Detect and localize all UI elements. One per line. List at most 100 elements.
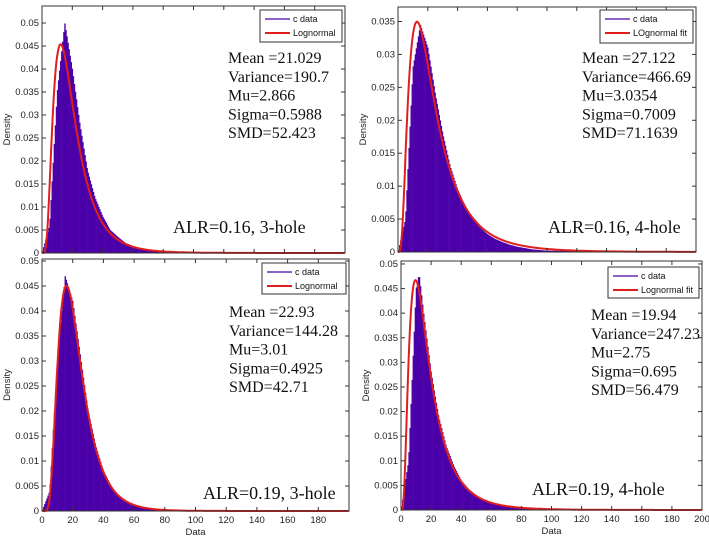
histogram-bar <box>63 31 65 253</box>
histogram-bar <box>517 507 520 510</box>
histogram-bar <box>75 99 78 253</box>
histogram-bar <box>490 236 493 252</box>
histogram-bar <box>458 477 461 510</box>
histogram-bar <box>136 247 138 253</box>
histogram-bar <box>515 246 518 252</box>
histogram-bar <box>413 331 415 510</box>
histogram-bar <box>111 232 114 253</box>
stat-annotation: Mu=2.866 <box>228 88 295 105</box>
histogram-bar <box>489 236 492 252</box>
stat-annotation: Mu=3.01 <box>229 342 288 359</box>
histogram-bar <box>426 338 428 510</box>
histogram-bar <box>450 167 452 252</box>
histogram-bar <box>512 245 515 252</box>
histogram-bar <box>105 222 107 253</box>
histogram-bar <box>62 298 64 511</box>
histogram-bar <box>448 159 450 252</box>
histogram-bar <box>90 423 92 511</box>
histogram-bar <box>466 487 468 510</box>
histogram-bar <box>442 136 445 252</box>
histogram-bar <box>454 468 457 510</box>
y-tick-label: 0.04 <box>21 64 40 75</box>
histogram-bar <box>127 244 130 253</box>
histogram-bar <box>121 498 123 511</box>
histogram-bar <box>110 486 113 511</box>
x-tick-label: 40 <box>456 514 467 525</box>
histogram-bar <box>127 502 130 511</box>
histogram-bar <box>470 491 472 510</box>
histogram-bar <box>108 482 110 511</box>
histogram-bar <box>120 497 122 511</box>
histogram-bar <box>518 507 521 510</box>
histogram-bar <box>150 508 152 511</box>
histogram-bar <box>404 222 406 252</box>
histogram-bar <box>448 453 450 510</box>
histogram-bar <box>106 478 108 511</box>
histogram-bar <box>414 307 417 510</box>
histogram-bar <box>471 217 473 252</box>
histogram-bar <box>69 55 71 253</box>
histogram-bar <box>405 211 407 252</box>
histogram-bar <box>446 447 448 510</box>
stat-annotation: Mean =22.93 <box>229 304 314 321</box>
histogram-bar <box>478 497 481 510</box>
histogram-bar <box>516 507 519 510</box>
legend: c data Lognormal <box>261 262 347 295</box>
histogram-bar <box>455 470 458 510</box>
histogram-bar <box>100 461 102 511</box>
histogram-bar <box>64 276 66 511</box>
histogram-bar <box>52 429 55 511</box>
histogram-bar <box>565 250 568 252</box>
histogram-bar <box>449 456 451 510</box>
x-tick-label: 0 <box>398 514 403 525</box>
panel-4: 0 0.005 0.01 0.015 0.02 0.025 0.03 0.035 0.04 0.0… <box>361 259 709 536</box>
histogram-bar <box>122 498 124 511</box>
histogram-bar <box>458 192 460 252</box>
histogram-bar <box>428 53 430 252</box>
histogram-bar <box>110 231 113 253</box>
histogram-bar <box>559 250 562 252</box>
histogram-bar <box>503 505 505 510</box>
histogram-bar <box>488 235 491 252</box>
histogram-bar <box>118 237 120 253</box>
histogram-bar <box>129 502 131 511</box>
histogram-bar <box>429 363 431 510</box>
legend-entry: c data <box>295 267 320 277</box>
histogram-bar <box>113 490 116 511</box>
histogram-bar <box>415 287 418 510</box>
histogram-bar <box>502 242 504 252</box>
histogram-bar <box>554 250 556 252</box>
alr-annotation: ALR=0.19, 3-hole <box>203 483 336 503</box>
histogram-bar <box>504 505 506 510</box>
stat-annotation: Sigma=0.4925 <box>229 360 323 377</box>
histogram-bar <box>468 213 471 252</box>
histogram-bar <box>403 226 405 252</box>
histogram-bar <box>477 496 480 510</box>
histogram-bar <box>484 232 486 252</box>
histogram-bar <box>541 250 544 252</box>
histogram-bar <box>62 41 64 254</box>
histogram-bar <box>86 400 88 511</box>
histogram-bar <box>63 287 65 511</box>
histogram-bar <box>441 131 444 252</box>
histogram-bar <box>68 290 71 511</box>
y-tick-label: 0.03 <box>380 357 399 368</box>
histogram-bar <box>54 393 57 511</box>
histogram-bar <box>455 184 457 252</box>
histogram-bar <box>464 484 466 510</box>
histogram-bar <box>76 331 78 511</box>
stat-annotation: Sigma=0.7009 <box>582 106 676 123</box>
histogram-bar <box>410 105 412 252</box>
histogram-bar <box>131 245 133 253</box>
histogram-bar <box>67 42 69 253</box>
histogram-bar <box>542 250 545 252</box>
histogram-bar <box>149 508 151 511</box>
y-tick-label: 0.005 <box>15 481 39 492</box>
histogram-bar <box>83 148 85 253</box>
histogram-bar <box>418 30 421 253</box>
histogram-bar <box>427 346 429 510</box>
histogram-bar <box>510 506 512 510</box>
legend: c data Lognormal fit <box>607 266 700 299</box>
histogram-bar <box>473 493 476 510</box>
histogram-bar <box>85 161 87 253</box>
